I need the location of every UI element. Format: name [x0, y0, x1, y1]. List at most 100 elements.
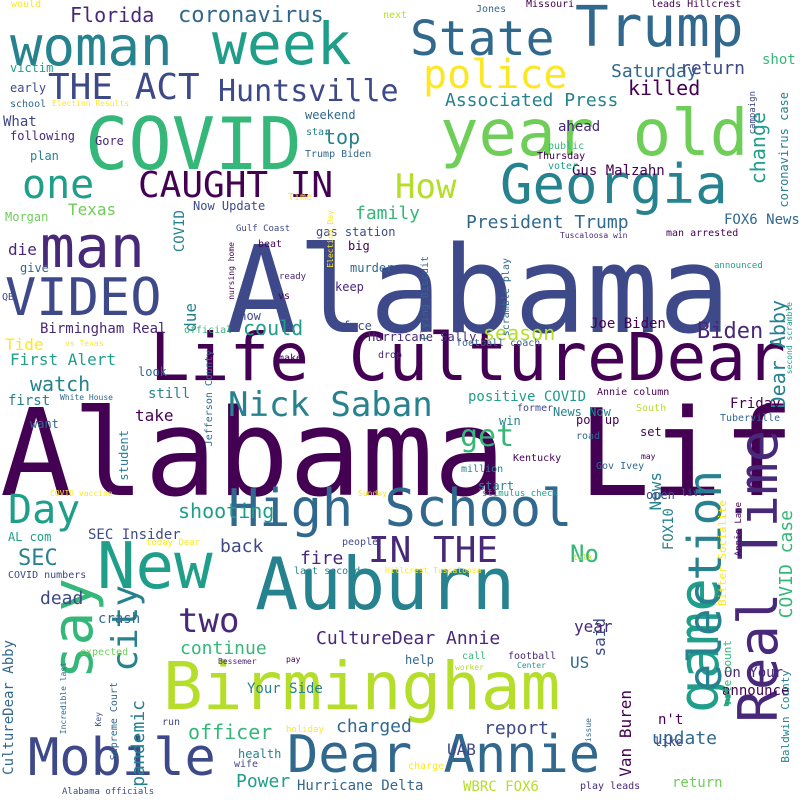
word-annie-column: Annie column — [597, 387, 670, 398]
word-coronavirus: coronavirus — [178, 3, 324, 28]
word-pop-up: pop up — [576, 413, 620, 427]
word-continue: continue — [180, 638, 267, 659]
word-south: South — [636, 403, 667, 414]
word-talk: talk — [573, 553, 593, 562]
word-on-your: On Your — [724, 665, 784, 681]
word-texas: Texas — [68, 200, 117, 219]
word-hurricane-delta: Hurricane Delta — [297, 778, 424, 794]
word-beat: beat — [258, 239, 283, 250]
word-culturedear-abby: CultureDear Abby — [1, 640, 17, 775]
word-wife: wife — [234, 759, 259, 770]
word-birmingham: Birmingham — [163, 648, 561, 725]
word-want: want — [30, 417, 59, 431]
word-play-leads: play leads — [580, 781, 641, 792]
word-now-update: Now Update — [193, 199, 266, 213]
word-stimulus-check: stimulus check — [482, 489, 558, 499]
word-expected: expected — [80, 647, 129, 658]
word-bitter-socialite: Bitter Socialite — [716, 500, 729, 606]
word-fire: fire — [300, 548, 344, 569]
word-birmingham-real: Birmingham Real — [40, 321, 167, 337]
word-top: top — [324, 125, 361, 149]
word-biden: Biden — [697, 319, 764, 344]
word-take: take — [135, 406, 174, 425]
word-first-alert: First Alert — [10, 350, 116, 369]
word-second-scramble: second scramble — [785, 302, 794, 375]
word-nursing-home: nursing home — [227, 242, 236, 300]
word-public: public — [548, 141, 585, 152]
word-next: next — [383, 10, 408, 21]
word-vs: vs — [278, 291, 291, 302]
word-show: Show — [232, 309, 261, 323]
word-holiday: holiday — [286, 725, 324, 735]
word-back: back — [220, 536, 264, 557]
word-key: Key — [94, 712, 103, 727]
word-qb: QB — [2, 292, 15, 303]
word-fox10: FOX10 — [661, 508, 677, 551]
word-state: State — [410, 11, 555, 67]
word-missouri: Missouri — [526, 0, 575, 10]
word-thursday: Thursday — [537, 151, 586, 162]
word-murder: murder — [350, 261, 394, 275]
word-vs-texas: vs Texas — [65, 339, 104, 348]
word-baldwin-county: Baldwin County — [779, 670, 792, 763]
word-official: official — [184, 325, 233, 336]
word-saturday: Saturday — [611, 61, 698, 82]
word-still: still — [148, 386, 191, 402]
word-scramble-play: scramble play — [501, 258, 512, 337]
word-look: look — [138, 365, 167, 379]
word-victim: victim — [10, 61, 54, 75]
word-sunday: Sunday — [358, 489, 387, 498]
word-mobile: Mobile — [28, 728, 216, 788]
word-face: face — [343, 319, 372, 333]
word-weekend: weekend — [305, 108, 356, 122]
word-charged: charged — [336, 716, 412, 737]
word-million: million — [461, 464, 504, 475]
word-issue: issue — [584, 718, 593, 743]
word-gus-malzahn: Gus Malzahn — [572, 163, 665, 179]
word-announce: announce — [722, 683, 790, 699]
word-time: Time — [288, 192, 313, 203]
word-pandemic: pandemic — [128, 700, 149, 787]
word-covid-numbers: COVID numbers — [8, 570, 87, 581]
word-new: New — [97, 530, 213, 604]
word-life-culturedear: Life CultureDear — [150, 319, 786, 396]
word-friday: Friday — [730, 396, 781, 412]
word-start: start — [478, 479, 515, 493]
word-white-house: White House — [60, 393, 113, 402]
word-news-now: News Now — [553, 405, 611, 419]
word-week: week — [212, 10, 352, 78]
word-tuberville: Tuberville — [720, 413, 781, 424]
word-trump: Trump — [575, 0, 744, 60]
word-kentucky: Kentucky — [513, 453, 562, 464]
word-student: student — [117, 430, 131, 481]
word-ready: ready — [279, 272, 307, 282]
word-open: open — [646, 488, 675, 502]
word-nt: n't — [658, 712, 684, 728]
word-wbrc-fox6: WBRC FOX6 — [463, 779, 539, 795]
word-president-trump: President Trump — [466, 212, 629, 233]
word-ahead: ahead — [558, 119, 601, 135]
word-gore: Gore — [95, 134, 124, 148]
word-vote-count: vote count — [721, 640, 734, 707]
word-year-2: year — [574, 617, 613, 636]
word-campaign: campaign — [748, 91, 758, 135]
word-tuscaloosa-win: Tuscaloosa win — [560, 231, 628, 240]
word-officer: officer — [188, 720, 273, 744]
word-school: school — [10, 99, 47, 110]
word-last-second: last second — [294, 566, 361, 577]
word-city: city — [105, 585, 146, 672]
word-fox6-news: FOX6 News — [724, 212, 800, 228]
word-sec: SEC — [18, 546, 58, 571]
word-high-school: High School — [228, 479, 573, 539]
word-us: US — [570, 653, 590, 672]
word-one: one — [22, 162, 95, 208]
word-coronavirus-case: coronavirus case — [777, 92, 791, 208]
word-hillcrest-tuscaloosa: Hillcrest Tuscaloosa — [385, 566, 482, 575]
word-supreme-court: Supreme Court — [109, 682, 120, 761]
word-incredible-last: Incredible last — [59, 662, 68, 735]
word-bessemer: Bessemer — [218, 657, 257, 666]
word-win: win — [499, 414, 521, 428]
word-people: people — [342, 537, 379, 548]
word-announced: announced — [714, 261, 763, 271]
word-covid-case: COVID case — [776, 510, 797, 619]
